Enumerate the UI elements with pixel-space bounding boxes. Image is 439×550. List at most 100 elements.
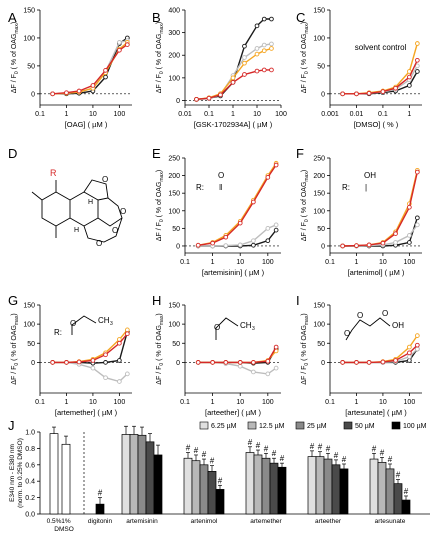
panel-f: 0 50 100 150 200 250 0.1 1 10 100 [artenimol] ( µM… xyxy=(301,156,422,277)
x-axis-label: [artesunate] ( µM ) xyxy=(345,408,407,417)
significance-mark: # xyxy=(396,471,401,480)
x-group-label: digitonin xyxy=(88,518,113,525)
bond xyxy=(97,197,123,227)
data-point xyxy=(265,175,271,180)
y-tick-label: 0 xyxy=(321,91,325,98)
bar xyxy=(323,458,333,515)
data-point xyxy=(237,220,243,226)
data-point xyxy=(265,226,271,231)
x-tick-label: 0.1 xyxy=(35,111,45,118)
x-tick-label: 100 xyxy=(404,399,416,406)
panel-letter-f: F xyxy=(296,146,304,161)
panel-j: 0.0 0.2 0.4 0.6 0.8 1.0 E340 nm - E380 nm (norm… xyxy=(9,421,430,533)
x-axis-label: [GSK-1702934A] ( µM ) xyxy=(194,120,273,129)
data-point xyxy=(261,67,267,73)
x-group-label: arteether xyxy=(315,518,342,525)
data-point xyxy=(237,360,243,365)
significance-mark: # xyxy=(342,455,347,464)
y-tick-label: 100 xyxy=(168,75,180,82)
significance-mark: # xyxy=(372,444,377,453)
bar xyxy=(401,499,411,515)
x-group-label: artemether xyxy=(250,518,282,525)
significance-mark: # xyxy=(318,443,323,452)
data-point xyxy=(124,327,130,333)
legend-label: 6.25 µM xyxy=(211,423,237,430)
legend-swatch xyxy=(295,421,305,430)
bond xyxy=(345,317,391,341)
data-point xyxy=(223,360,229,365)
panel-letter-h: H xyxy=(152,293,161,308)
x-tick-label: 100 xyxy=(275,111,287,118)
atom-h: H xyxy=(88,199,93,206)
data-point xyxy=(261,48,267,54)
bar xyxy=(307,456,317,515)
bond xyxy=(71,315,97,335)
legend-label: 100 µM xyxy=(403,423,427,430)
y-tick-label: 150 xyxy=(313,303,325,310)
bond xyxy=(41,191,71,227)
x-tick-label: 10 xyxy=(236,399,244,406)
series-line-black xyxy=(342,348,418,364)
x-group-label: artenimol xyxy=(191,518,218,525)
series-line-red xyxy=(198,346,277,364)
data-point xyxy=(242,55,247,60)
bond xyxy=(215,317,239,340)
x-axis-label: [DMSO] ( % ) xyxy=(354,120,399,129)
data-point xyxy=(265,371,271,377)
data-point xyxy=(124,42,130,47)
data-point xyxy=(223,243,229,248)
data-point xyxy=(90,365,96,371)
data-point xyxy=(251,199,256,205)
structure-i xyxy=(345,317,391,341)
y-tick-label: 150 xyxy=(168,303,180,310)
x-tick-label: 1 xyxy=(65,399,69,406)
bar xyxy=(253,454,263,515)
significance-mark: # xyxy=(256,441,261,450)
data-point xyxy=(366,242,372,248)
x-tick-label: 0.1 xyxy=(180,399,190,406)
data-point xyxy=(407,240,412,245)
data-point xyxy=(393,358,398,363)
bar xyxy=(145,441,155,515)
r-label: R: xyxy=(196,183,204,192)
significance-mark: # xyxy=(334,451,339,460)
data-point xyxy=(273,227,279,233)
y-tick-label: 50 xyxy=(27,341,35,348)
y-tick-label: 0.8 xyxy=(25,446,35,453)
x-tick-label: 100 xyxy=(262,259,274,266)
x-axis-label: [artemether] ( µM ) xyxy=(55,408,118,417)
atom-h: H xyxy=(74,227,79,234)
y-tick-label: 0.6 xyxy=(25,462,35,469)
data-point xyxy=(414,41,420,46)
significance-mark: # xyxy=(218,476,223,485)
x-tick-label: 100 xyxy=(262,399,274,406)
data-point xyxy=(340,360,345,365)
data-point xyxy=(206,95,212,101)
x-tick-label: 10 xyxy=(253,111,261,118)
bar xyxy=(277,466,287,515)
data-point xyxy=(414,222,420,228)
panel-letter-j: J xyxy=(8,418,15,433)
y-tick-label: 0 xyxy=(321,243,325,250)
data-point xyxy=(90,358,96,363)
data-point xyxy=(242,43,247,49)
series-line-black xyxy=(196,18,272,100)
y-tick-label: 200 xyxy=(168,173,180,180)
series-line-light_gray xyxy=(198,361,277,375)
data-point xyxy=(393,240,398,245)
y-axis-label: ΔF / F0 ( % of OAGmax) xyxy=(301,313,310,384)
x-tick-label: 100 xyxy=(114,399,126,406)
y-axis-label: E340 nm - E380 nm xyxy=(9,444,16,502)
atom-o: O xyxy=(112,226,118,235)
x-tick-label: 0.01 xyxy=(350,111,364,118)
data-point xyxy=(269,46,274,51)
bond xyxy=(31,191,43,201)
data-point xyxy=(254,51,260,57)
bar xyxy=(183,457,193,515)
series-line-light_gray xyxy=(52,40,128,95)
data-point xyxy=(64,90,69,96)
legend-label: 25 µM xyxy=(307,423,327,430)
data-point xyxy=(265,238,271,244)
atom-c: CH xyxy=(240,321,252,330)
